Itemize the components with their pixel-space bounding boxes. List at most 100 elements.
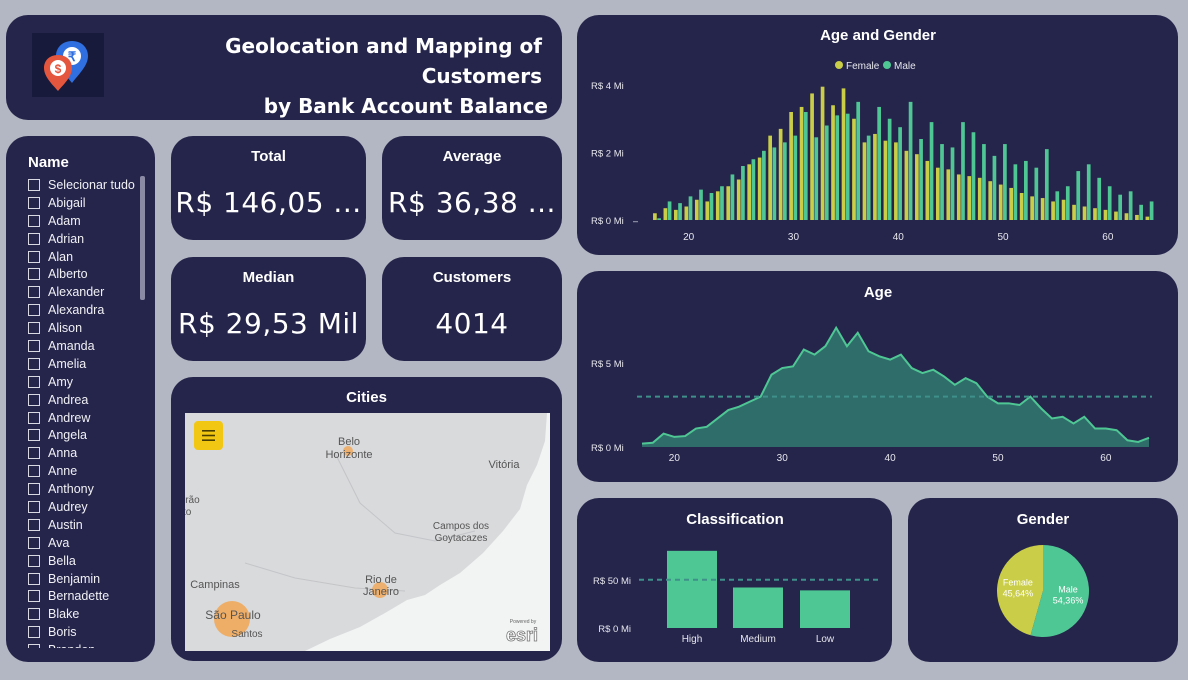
checkbox[interactable] [28,286,40,299]
bar-male[interactable] [1034,167,1039,220]
slicer-item[interactable]: Angela [28,426,140,444]
bar-female[interactable] [894,142,898,220]
bar-male[interactable] [1086,164,1091,220]
bubble-sao-paulo[interactable] [214,601,250,637]
bar-female[interactable] [789,112,793,220]
checkbox[interactable] [28,483,40,496]
bar-female[interactable] [956,174,961,220]
bubble-rio[interactable] [372,582,388,598]
checkbox[interactable] [28,178,40,191]
bar-male[interactable] [992,155,997,220]
bar-male[interactable] [929,122,934,220]
slicer-item[interactable]: Amanda [28,337,140,355]
bar-female[interactable] [841,88,846,220]
bar-female[interactable] [988,181,993,220]
bar-male[interactable] [751,159,756,220]
bar-male[interactable] [1065,186,1070,220]
bar-male[interactable] [940,144,944,220]
bar-male[interactable] [678,203,682,220]
bar-male[interactable] [908,101,913,220]
slicer-scrollbar[interactable] [140,176,145,648]
checkbox[interactable] [28,393,40,406]
checkbox[interactable] [28,518,40,531]
bar-female[interactable] [1019,193,1024,220]
checkbox[interactable] [28,339,40,352]
bar-male[interactable] [1097,177,1102,220]
bar-male[interactable] [730,174,735,220]
slicer-item[interactable]: Amy [28,373,140,391]
bar-female[interactable] [799,106,804,220]
bar-female[interactable] [705,201,710,220]
checkbox[interactable] [28,304,40,317]
bar-female[interactable] [977,177,982,220]
slicer-item[interactable]: Abigail [28,194,140,212]
bar-female[interactable] [820,86,825,220]
bar-female[interactable] [1030,196,1034,220]
bar-male[interactable] [982,144,986,220]
bar-female[interactable] [757,157,762,220]
bar-male[interactable] [1118,194,1123,220]
bar-male[interactable] [971,132,976,220]
bar-female[interactable] [1072,204,1076,220]
bar-male[interactable] [772,147,777,220]
age-line[interactable] [641,325,1150,445]
slicer-item[interactable]: Anna [28,444,140,462]
bar-female[interactable] [778,128,783,220]
bar-female[interactable] [747,164,752,220]
bar-female[interactable] [736,179,741,221]
bar-male[interactable] [1055,191,1060,220]
bar-male[interactable] [1013,164,1018,220]
bar-male[interactable] [793,135,798,220]
bar-medium[interactable] [733,587,783,628]
map-menu-button[interactable] [194,421,223,450]
checkbox[interactable] [28,250,40,263]
bar-male[interactable] [1044,149,1049,220]
bar-male[interactable] [762,150,766,220]
checkbox[interactable] [28,536,40,549]
slicer-item[interactable]: Alexander [28,283,140,301]
bar-male[interactable] [720,186,724,220]
bar-male[interactable] [1003,144,1007,220]
slicer-item[interactable]: Blake [28,605,140,623]
checkbox[interactable] [28,626,40,639]
bar-male[interactable] [961,122,965,220]
bar-female[interactable] [1145,216,1150,220]
bar-male[interactable] [803,112,808,220]
checkbox[interactable] [28,232,40,245]
bar-male[interactable] [709,193,714,220]
bar-female[interactable] [862,142,867,220]
bar-male[interactable] [1149,201,1154,220]
slicer-item[interactable]: Austin [28,516,140,534]
cities-map[interactable]: Belo Horizonte Vitória Campos dos Goytac… [185,413,550,651]
bar-male[interactable] [845,113,850,220]
bar-male[interactable] [699,189,703,220]
bar-male[interactable] [741,166,745,220]
bar-female[interactable] [904,150,909,220]
slicer-item[interactable]: Bella [28,552,140,570]
bar-female[interactable] [852,118,856,220]
bar-male[interactable] [1107,186,1112,220]
slicer-item[interactable]: Ava [28,534,140,552]
slicer-item[interactable]: Anne [28,462,140,480]
bar-female[interactable] [967,176,972,220]
bar-female[interactable] [726,186,731,220]
bar-male[interactable] [657,218,661,220]
bar-female[interactable] [1061,199,1066,220]
bar-female[interactable] [684,206,689,221]
pie-slice-male[interactable] [1030,545,1089,637]
slicer-item[interactable]: Alison [28,319,140,337]
slicer-item[interactable]: Bernadette [28,587,140,605]
bar-male[interactable] [835,115,840,220]
checkbox[interactable] [28,196,40,209]
checkbox[interactable] [28,608,40,621]
checkbox[interactable] [28,357,40,370]
slicer-item[interactable]: Alan [28,248,140,266]
bubble-belo-horizonte[interactable] [343,446,353,456]
bar-male[interactable] [887,118,892,220]
bar-female[interactable] [831,105,835,220]
bar-male[interactable] [782,142,787,220]
bar-low[interactable] [800,590,850,628]
slicer-item[interactable]: Anthony [28,480,140,498]
bar-male[interactable] [1139,204,1143,220]
checkbox[interactable] [28,268,40,281]
